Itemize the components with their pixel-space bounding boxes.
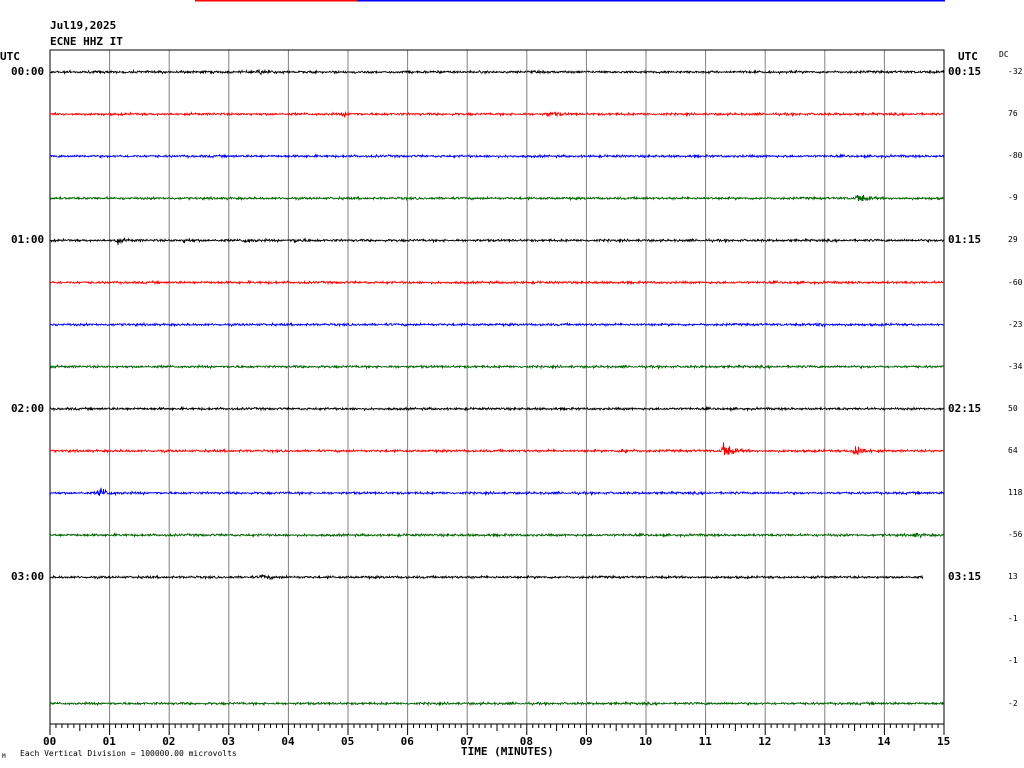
x-tick-label: 09 xyxy=(579,735,593,748)
trace-line-4 xyxy=(49,194,945,202)
row-time-label-right: 03:15 xyxy=(948,570,982,584)
station-label: ECNE HHZ IT xyxy=(50,35,123,48)
row-dc-value: 64 xyxy=(1008,445,1018,455)
scale-note: Each Vertical Division = 100000.00 micro… xyxy=(20,749,237,758)
x-tick-label: 01 xyxy=(102,735,116,748)
row-time-label-right: 02:15 xyxy=(948,401,982,415)
row-time-label-right: 00:15 xyxy=(948,65,982,78)
x-tick-label: 12 xyxy=(758,735,772,748)
plot-frame xyxy=(49,49,945,725)
row-time-label-left: 00:00 xyxy=(11,65,45,78)
trace-line-16 xyxy=(49,700,945,707)
trace-line-6 xyxy=(49,279,944,286)
row-dc-value: 50 xyxy=(1008,403,1018,413)
row-dc-value: 76 xyxy=(1008,109,1018,119)
trace-line-2 xyxy=(49,110,945,118)
x-tick-label: 06 xyxy=(400,735,414,748)
trace-line-11 xyxy=(49,487,945,497)
row-dc-value: 118 xyxy=(1008,488,1023,497)
time-axis xyxy=(49,723,945,735)
trace-line-13 xyxy=(49,573,924,581)
x-axis-title: TIME (MINUTES) xyxy=(461,745,554,758)
utc-right-label: UTC xyxy=(958,50,978,63)
row-dc-value: -2 xyxy=(1008,698,1018,708)
row-time-label-left: 03:00 xyxy=(11,570,45,584)
row-time-label-left: 01:00 xyxy=(11,233,45,247)
x-tick-label: 15 xyxy=(937,735,951,748)
x-tick-label: 02 xyxy=(162,735,176,748)
x-tick-label: 07 xyxy=(460,735,474,748)
dc-label: DC xyxy=(999,50,1009,59)
row-dc-value: -32 xyxy=(1008,67,1023,76)
row-dc-value: 29 xyxy=(1008,235,1018,245)
utc-left-label: UTC xyxy=(0,50,20,63)
x-tick-label: 05 xyxy=(341,735,355,748)
row-dc-value: 13 xyxy=(1008,572,1018,582)
x-tick-label: 11 xyxy=(698,735,712,748)
grid xyxy=(49,49,945,725)
row-dc-value: -34 xyxy=(1008,361,1023,371)
row-dc-value: -60 xyxy=(1008,277,1023,287)
row-dc-value: -80 xyxy=(1008,151,1023,161)
row-dc-value: -56 xyxy=(1008,530,1023,540)
corner-mark: M xyxy=(2,753,6,760)
x-tick-label: 08 xyxy=(519,735,534,748)
x-tick-label: 13 xyxy=(817,735,832,748)
row-dc-value: -1 xyxy=(1008,614,1018,624)
row-time-label-right: 01:15 xyxy=(948,233,982,247)
trace-line-7 xyxy=(49,321,944,328)
trace-line-1 xyxy=(49,68,945,76)
trace-line-12 xyxy=(49,532,945,539)
top-bar-red xyxy=(195,0,357,2)
x-tick-label: 10 xyxy=(639,735,653,748)
date-label: Jul19,2025 xyxy=(50,19,117,32)
x-tick-label: 04 xyxy=(281,735,295,748)
trace-line-9 xyxy=(49,405,945,413)
trace-line-3 xyxy=(49,153,945,160)
row-time-label-left: 02:00 xyxy=(11,401,45,415)
row-dc-value: -9 xyxy=(1008,193,1018,203)
trace-line-8 xyxy=(49,363,945,370)
seismic-traces xyxy=(49,68,945,707)
trace-line-5 xyxy=(49,237,945,245)
x-tick-label: 03 xyxy=(221,735,236,748)
row-dc-value: -1 xyxy=(1008,656,1018,666)
x-tick-label: 14 xyxy=(877,735,891,748)
x-tick-label: 00 xyxy=(43,735,57,748)
row-dc-value: -23 xyxy=(1008,319,1023,329)
top-bar-blue xyxy=(357,0,945,2)
trace-line-10 xyxy=(49,442,945,456)
